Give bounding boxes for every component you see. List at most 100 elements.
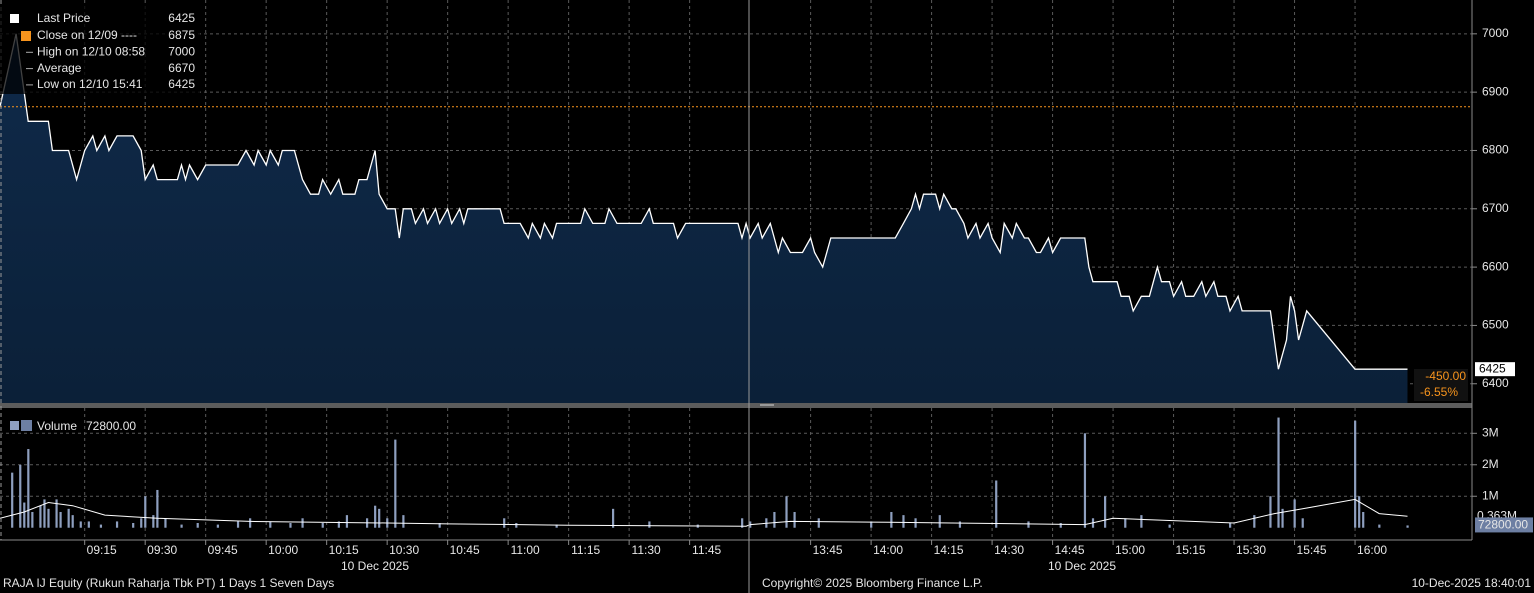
last-volume-label: 72800.00 [1478,518,1528,532]
volume-bar [1406,525,1409,528]
date-label: 10 Dec 2025 [341,559,409,573]
volume-bar [79,521,82,528]
legend-label: High on 12/10 08:58 [37,44,145,58]
legend-swatch [10,14,19,23]
legend-value: 72800.00 [86,419,136,433]
x-tick-label: 09:15 [87,543,117,557]
volume-bar [1124,518,1127,528]
legend-swatch [21,420,32,431]
volume-bar [180,524,183,528]
volume-bar [438,523,441,528]
volume-bar [1083,433,1087,528]
volume-bar [321,523,324,528]
x-tick-label: 15:30 [1236,543,1266,557]
legend-swatch [21,31,31,41]
x-tick-label: 09:45 [208,543,238,557]
volume-bar [19,464,22,528]
volume-bar [39,505,42,528]
legend-label: Close on 12/09 ---- [37,28,137,42]
change-label: -450.00 [1425,369,1466,383]
volume-bar [555,524,558,528]
volume-bar [249,518,252,528]
change-box [1414,369,1468,401]
last-volume-box [1475,517,1533,533]
date-label: 10 Dec 2025 [1048,559,1116,573]
footer-center: Copyright© 2025 Bloomberg Finance L.P. [762,576,983,590]
resize-handle[interactable] [760,404,774,406]
y-tick-label: 3M [1482,425,1499,439]
volume-bar [301,518,304,528]
x-tick-label: 11:00 [511,543,540,557]
y-tick-label: 6600 [1482,259,1509,273]
volume-bar [11,472,14,528]
volume-bar [793,511,796,528]
footer-left: RAJA IJ Equity (Rukun Raharja Tbk PT) 1 … [3,576,334,590]
volume-bar [27,449,30,528]
footer-right: 10-Dec-2025 18:40:01 [1412,576,1532,590]
x-tick-label: 16:00 [1357,543,1387,557]
x-tick-label: 15:00 [1115,543,1145,557]
volume-bar [115,521,119,528]
x-tick-label: 14:15 [934,543,964,557]
x-tick-label: 09:30 [147,543,177,557]
volume-bar [1229,523,1232,528]
x-tick-label: 15:15 [1176,543,1206,557]
legend-label: Average [37,61,82,75]
volume-bar [31,511,34,528]
volume-bar [164,518,167,528]
volume-bar [1354,420,1357,528]
legend-value: 7000 [168,44,195,58]
volume-bar [611,508,615,528]
legend-box [0,4,200,94]
volume-bar [345,515,349,528]
volume-bar [402,515,405,528]
volume-bar [87,521,90,528]
volume-bar [503,518,506,528]
x-tick-label: 14:00 [873,543,903,557]
last-value-label: 6425 [1479,361,1506,375]
volume-bar [1140,515,1143,528]
y-tick-label: 6700 [1482,201,1509,215]
volume-bar [269,521,272,528]
volume-bar [817,518,820,528]
volume-bar [1269,496,1272,528]
volume-bar [59,511,62,528]
y-tick-label: 6800 [1482,143,1509,157]
volume-bar [741,518,744,528]
volume-bar [890,511,893,528]
volume-bar [67,508,70,528]
y-tick-label: 6400 [1482,376,1509,390]
volume-bar [1059,523,1062,528]
y-tick-label: 1M [1482,488,1499,502]
legend-value: 6425 [168,77,195,91]
volume-bar [55,499,58,528]
last-value-box [1475,362,1515,377]
volume-bar [902,515,905,528]
y-tick-label: 6500 [1482,318,1509,332]
volume-bar [99,524,103,528]
x-tick-label: 13:45 [813,543,843,557]
volume-bar [1362,511,1365,528]
price-line [0,33,1408,370]
volume-bar [132,523,135,528]
volume-bar [773,511,776,528]
legend-swatch [10,421,19,430]
volume-bar [144,496,147,528]
volume-bar [1104,496,1107,528]
legend-label: Low on 12/10 15:41 [37,77,143,91]
volume-bar [378,508,381,528]
legend-value: 6875 [168,28,195,42]
x-tick-label: 14:45 [1055,543,1085,557]
volume-bar [236,521,240,528]
legend-label: Volume [37,419,77,433]
volume-bar [71,515,74,528]
legend-value: 6425 [168,11,195,25]
x-tick-label: 10:45 [450,543,480,557]
volume-bar [785,496,788,528]
volume-bar [1277,417,1280,528]
volume-bar [1168,524,1171,528]
y-tick-label: 2M [1482,457,1499,471]
x-tick-label: 10:30 [389,543,419,557]
x-tick-label: 14:30 [994,543,1024,557]
